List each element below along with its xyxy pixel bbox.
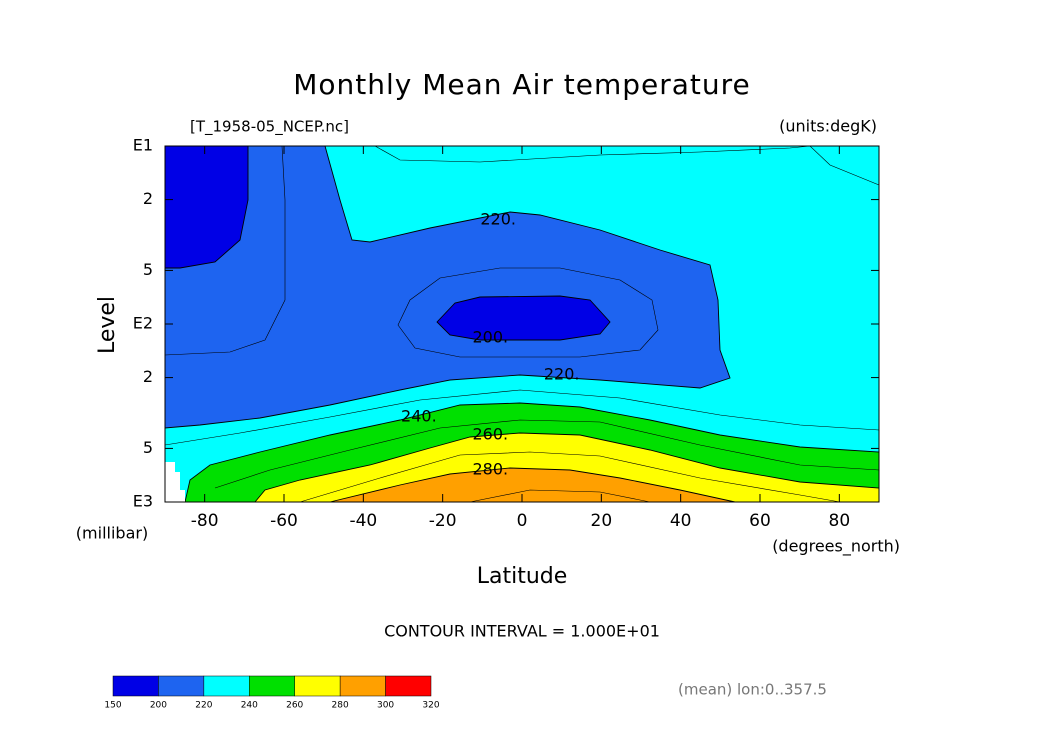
chart-title: Monthly Mean Air temperature: [293, 68, 751, 101]
colorbar-label: 200: [150, 701, 167, 711]
colorbar-label: 220: [195, 701, 212, 711]
x-unit-label: (degrees_north): [772, 537, 900, 557]
x-tick-label: 60: [749, 511, 771, 531]
x-tick-label: 80: [829, 511, 851, 531]
contour-line: [164, 145, 286, 356]
colorbar-segment: [203, 675, 250, 697]
colorbar-label: 150: [104, 701, 121, 711]
y-tick-label: 2: [143, 189, 153, 208]
y-tick-label: 2: [143, 367, 153, 386]
contour-interval: CONTOUR INTERVAL = 1.000E+01: [384, 622, 660, 641]
x-tick-label: 0: [517, 511, 528, 531]
colorbar-label: 260: [286, 701, 303, 711]
colorbar-label: 320: [422, 701, 439, 711]
colorbar-segment: [294, 675, 341, 697]
contour-label: 260.: [472, 425, 508, 444]
x-tick-label: -60: [270, 511, 298, 531]
missing-data: [165, 462, 185, 502]
y-tick-label: E2: [133, 314, 153, 333]
colorbar-segment: [158, 675, 205, 697]
contour-region: [164, 145, 249, 269]
x-tick-label: -80: [191, 511, 219, 531]
footnote: (mean) lon:0..357.5: [678, 681, 827, 699]
x-axis-label: Latitude: [477, 564, 568, 589]
contour-region: [329, 467, 736, 503]
contour-line: [469, 489, 651, 503]
contour-line: [214, 419, 880, 489]
colorbar-segment: [112, 675, 159, 697]
contour-label: 240.: [401, 406, 437, 425]
y-axis-label: Level: [95, 296, 120, 354]
contour-label: 280.: [472, 459, 508, 478]
y-tick-label: 5: [143, 438, 153, 457]
plot-area: [164, 145, 880, 503]
y-tick-label: E1: [133, 136, 153, 155]
y-tick-label: 5: [143, 260, 153, 279]
contour-label: 220.: [544, 365, 580, 384]
y-unit-label: (millibar): [76, 524, 148, 543]
x-tick-label: 20: [591, 511, 613, 531]
contour-line: [299, 451, 841, 503]
x-tick-label: -20: [429, 511, 457, 531]
source-label: [T_1958-05_NCEP.nc]: [190, 118, 349, 137]
contour-label: 200.: [472, 328, 508, 347]
colorbar-segment: [249, 675, 295, 697]
contour-line: [164, 389, 880, 446]
colorbar-segment: [339, 675, 386, 697]
x-tick-label: 40: [670, 511, 692, 531]
x-tick-label: -40: [349, 511, 377, 531]
contour-label: 220.: [480, 209, 516, 228]
contour-line: [374, 145, 880, 186]
colorbar-label: 240: [241, 701, 258, 711]
contour-region: [436, 295, 611, 341]
contour-region: [164, 145, 731, 429]
colorbar-label: 280: [332, 701, 349, 711]
colorbar-label: 300: [377, 701, 394, 711]
y-tick-label: E3: [133, 492, 153, 511]
units-label: (units:degK): [779, 117, 877, 136]
contour-line: [397, 267, 659, 358]
colorbar-segment: [385, 675, 432, 697]
